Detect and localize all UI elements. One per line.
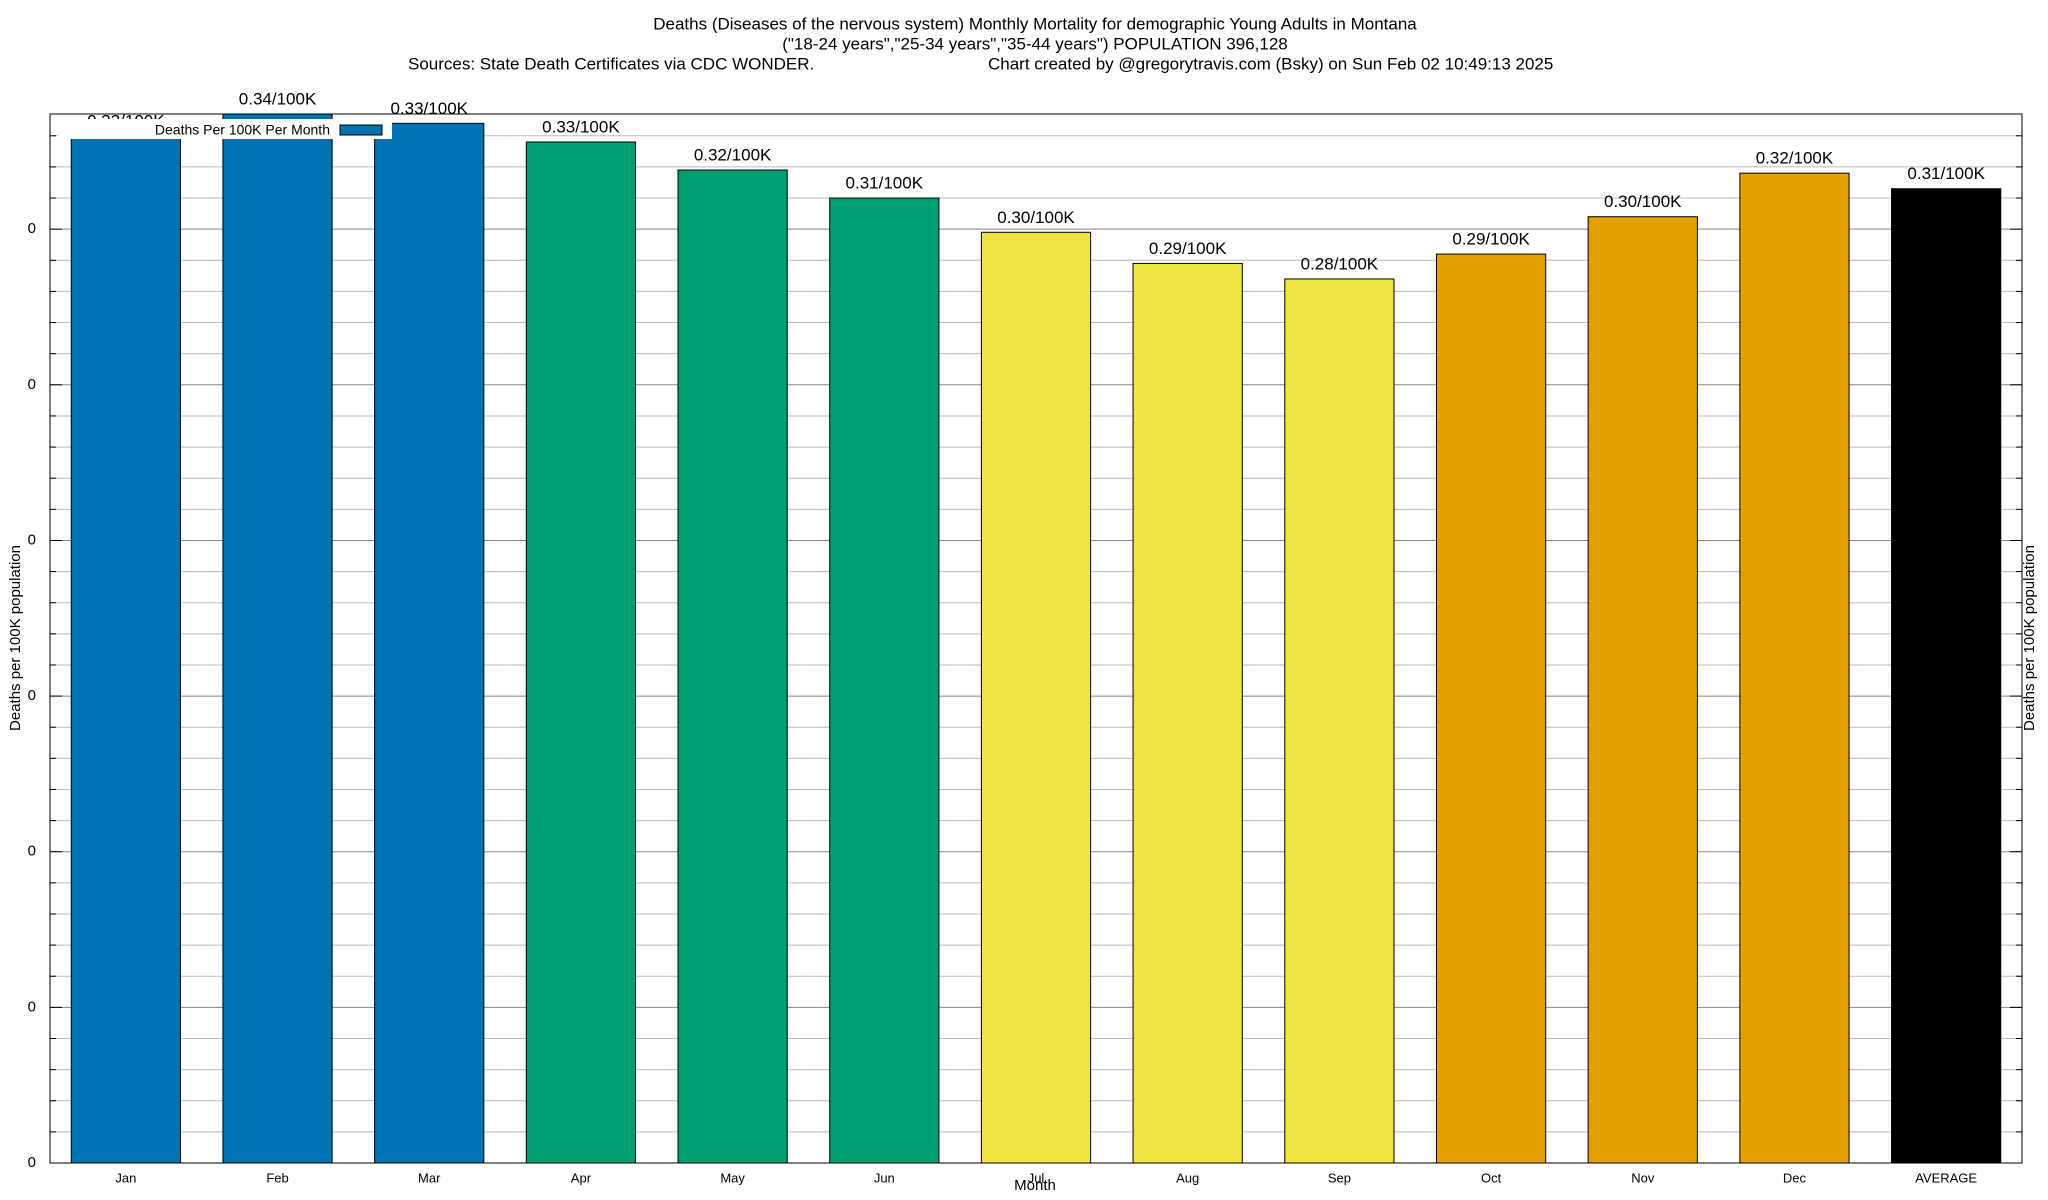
bar [1587, 216, 1698, 1163]
plot-frame [49, 113, 2023, 1164]
x-tick-label: Sep [1328, 1170, 1351, 1185]
data-label: 0.34/100K [239, 89, 317, 108]
y-tick-label: 0 [28, 687, 36, 704]
data-label: 0.29/100K [1149, 239, 1227, 258]
y-tick-label: 0 [28, 531, 36, 548]
x-tick-label: AVERAGE [1915, 1170, 1977, 1185]
bar [374, 122, 485, 1163]
chart-subtitle: ("18-24 years","25-34 years","35-44 year… [782, 34, 1288, 53]
data-label: 0.33/100K [542, 117, 620, 136]
data-label: 0.33/100K [390, 99, 468, 118]
bar [677, 169, 788, 1163]
data-label: 0.31/100K [1907, 164, 1985, 183]
x-tick-label: Aug [1176, 1170, 1199, 1185]
data-label: 0.30/100K [997, 208, 1075, 227]
plot-area [70, 114, 2002, 1163]
bar [222, 114, 333, 1163]
bar [1739, 172, 1850, 1163]
y-tick-label: 0 [28, 376, 36, 393]
chart-title: Deaths (Diseases of the nervous system) … [653, 14, 1417, 33]
data-label: 0.29/100K [1452, 230, 1530, 249]
data-label: 0.28/100K [1301, 254, 1379, 273]
x-tick-label: Oct [1481, 1170, 1502, 1185]
x-tick-label: Dec [1783, 1170, 1807, 1185]
legend-label: Deaths Per 100K Per Month [155, 122, 330, 138]
bar [980, 231, 1092, 1163]
legend-swatch [339, 124, 383, 136]
bar [525, 141, 637, 1163]
y-tick-label: 0 [28, 843, 36, 860]
bar [1132, 262, 1243, 1163]
data-label: 0.30/100K [1604, 192, 1682, 211]
legend-box [58, 119, 392, 139]
x-tick-label: Jan [115, 1170, 136, 1185]
bar [1891, 188, 2002, 1163]
data-label: 0.31/100K [846, 174, 924, 193]
data-label: 0.32/100K [694, 146, 772, 165]
x-tick-label: Feb [266, 1170, 288, 1185]
x-tick-label: Apr [571, 1170, 592, 1185]
y-tick-label: 0 [28, 998, 36, 1015]
bar [1435, 253, 1547, 1163]
y-tick-label: 0 [28, 1154, 36, 1171]
x-tick-label: May [720, 1170, 745, 1185]
y2-axis-label: Deaths per 100K population [2021, 545, 2038, 731]
x-tick-label: Jul [1028, 1170, 1045, 1185]
bar [829, 197, 940, 1163]
bar [1284, 278, 1395, 1163]
x-tick-label: Jun [874, 1170, 895, 1185]
sources: Sources: State Death Certificates via CD… [408, 54, 814, 73]
x-tick-label: Nov [1631, 1170, 1655, 1185]
y-axis-label: Deaths per 100K population [7, 545, 24, 731]
y-tick-label: 0 [28, 220, 36, 237]
credit: Chart created by @gregorytravis.com (Bsk… [988, 54, 1553, 73]
data-label: 0.32/100K [1756, 149, 1834, 168]
x-axis-label: Month [1014, 1177, 1056, 1194]
x-tick-label: Mar [418, 1170, 441, 1185]
bar [70, 135, 181, 1163]
